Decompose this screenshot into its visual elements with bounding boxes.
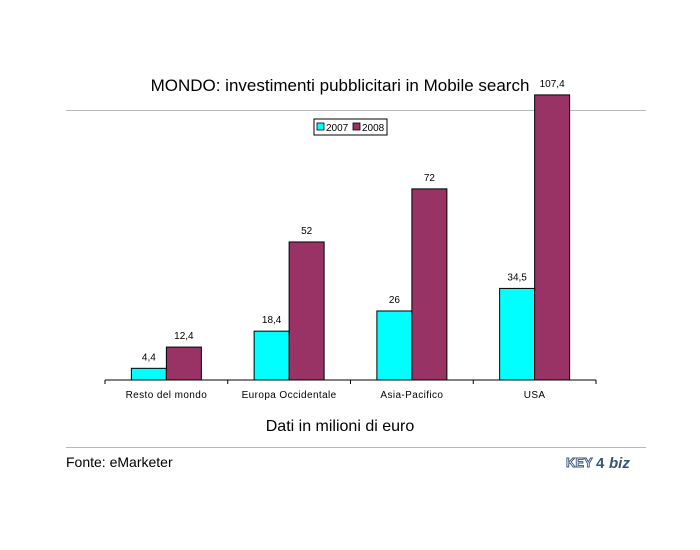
data-label-2007-0: 4,4 xyxy=(142,352,156,363)
bar-2008-3 xyxy=(534,94,571,381)
category-label-2: Asia-Pacifico xyxy=(380,390,443,401)
legend-swatch-2008 xyxy=(352,122,361,131)
category-label-1: Europa Occidentale xyxy=(242,390,337,401)
data-label-2007-1: 18,4 xyxy=(262,315,282,326)
logo-num: 4 xyxy=(596,455,605,472)
category-label-3: USA xyxy=(524,390,546,401)
bar-2007-0 xyxy=(130,367,167,381)
logo-key: KEY xyxy=(566,455,593,470)
data-label-2008-1: 52 xyxy=(301,226,313,237)
legend-label-2008: 2008 xyxy=(362,123,385,134)
source-note: Fonte: eMarketer xyxy=(66,454,173,470)
logo-biz: biz xyxy=(609,455,630,472)
data-label-2008-2: 72 xyxy=(424,173,436,184)
key4biz-logo: KEY 4 biz xyxy=(566,455,630,472)
bar-2007-1 xyxy=(253,330,290,381)
data-label-2008-3: 107,4 xyxy=(540,79,565,90)
data-label-2007-3: 34,5 xyxy=(507,272,527,283)
bottom-divider xyxy=(66,447,646,448)
bar-2007-3 xyxy=(499,287,536,381)
legend-swatch-2007 xyxy=(316,122,325,131)
bar-2007-2 xyxy=(376,310,413,381)
bar-2008-2 xyxy=(411,188,448,381)
top-divider xyxy=(66,110,646,111)
bar-2008-0 xyxy=(165,346,202,381)
data-label-2007-2: 26 xyxy=(389,295,401,306)
chart-subtitle: Dati in milioni di euro xyxy=(265,418,415,435)
chart-title: MONDO: investimenti pubblicitari in Mobi… xyxy=(150,76,530,95)
category-label-0: Resto del mondo xyxy=(126,390,208,401)
data-label-2008-0: 12,4 xyxy=(174,331,194,342)
legend-label-2007: 2007 xyxy=(326,123,349,134)
bar-2008-1 xyxy=(288,241,325,381)
legend-box xyxy=(313,118,388,136)
